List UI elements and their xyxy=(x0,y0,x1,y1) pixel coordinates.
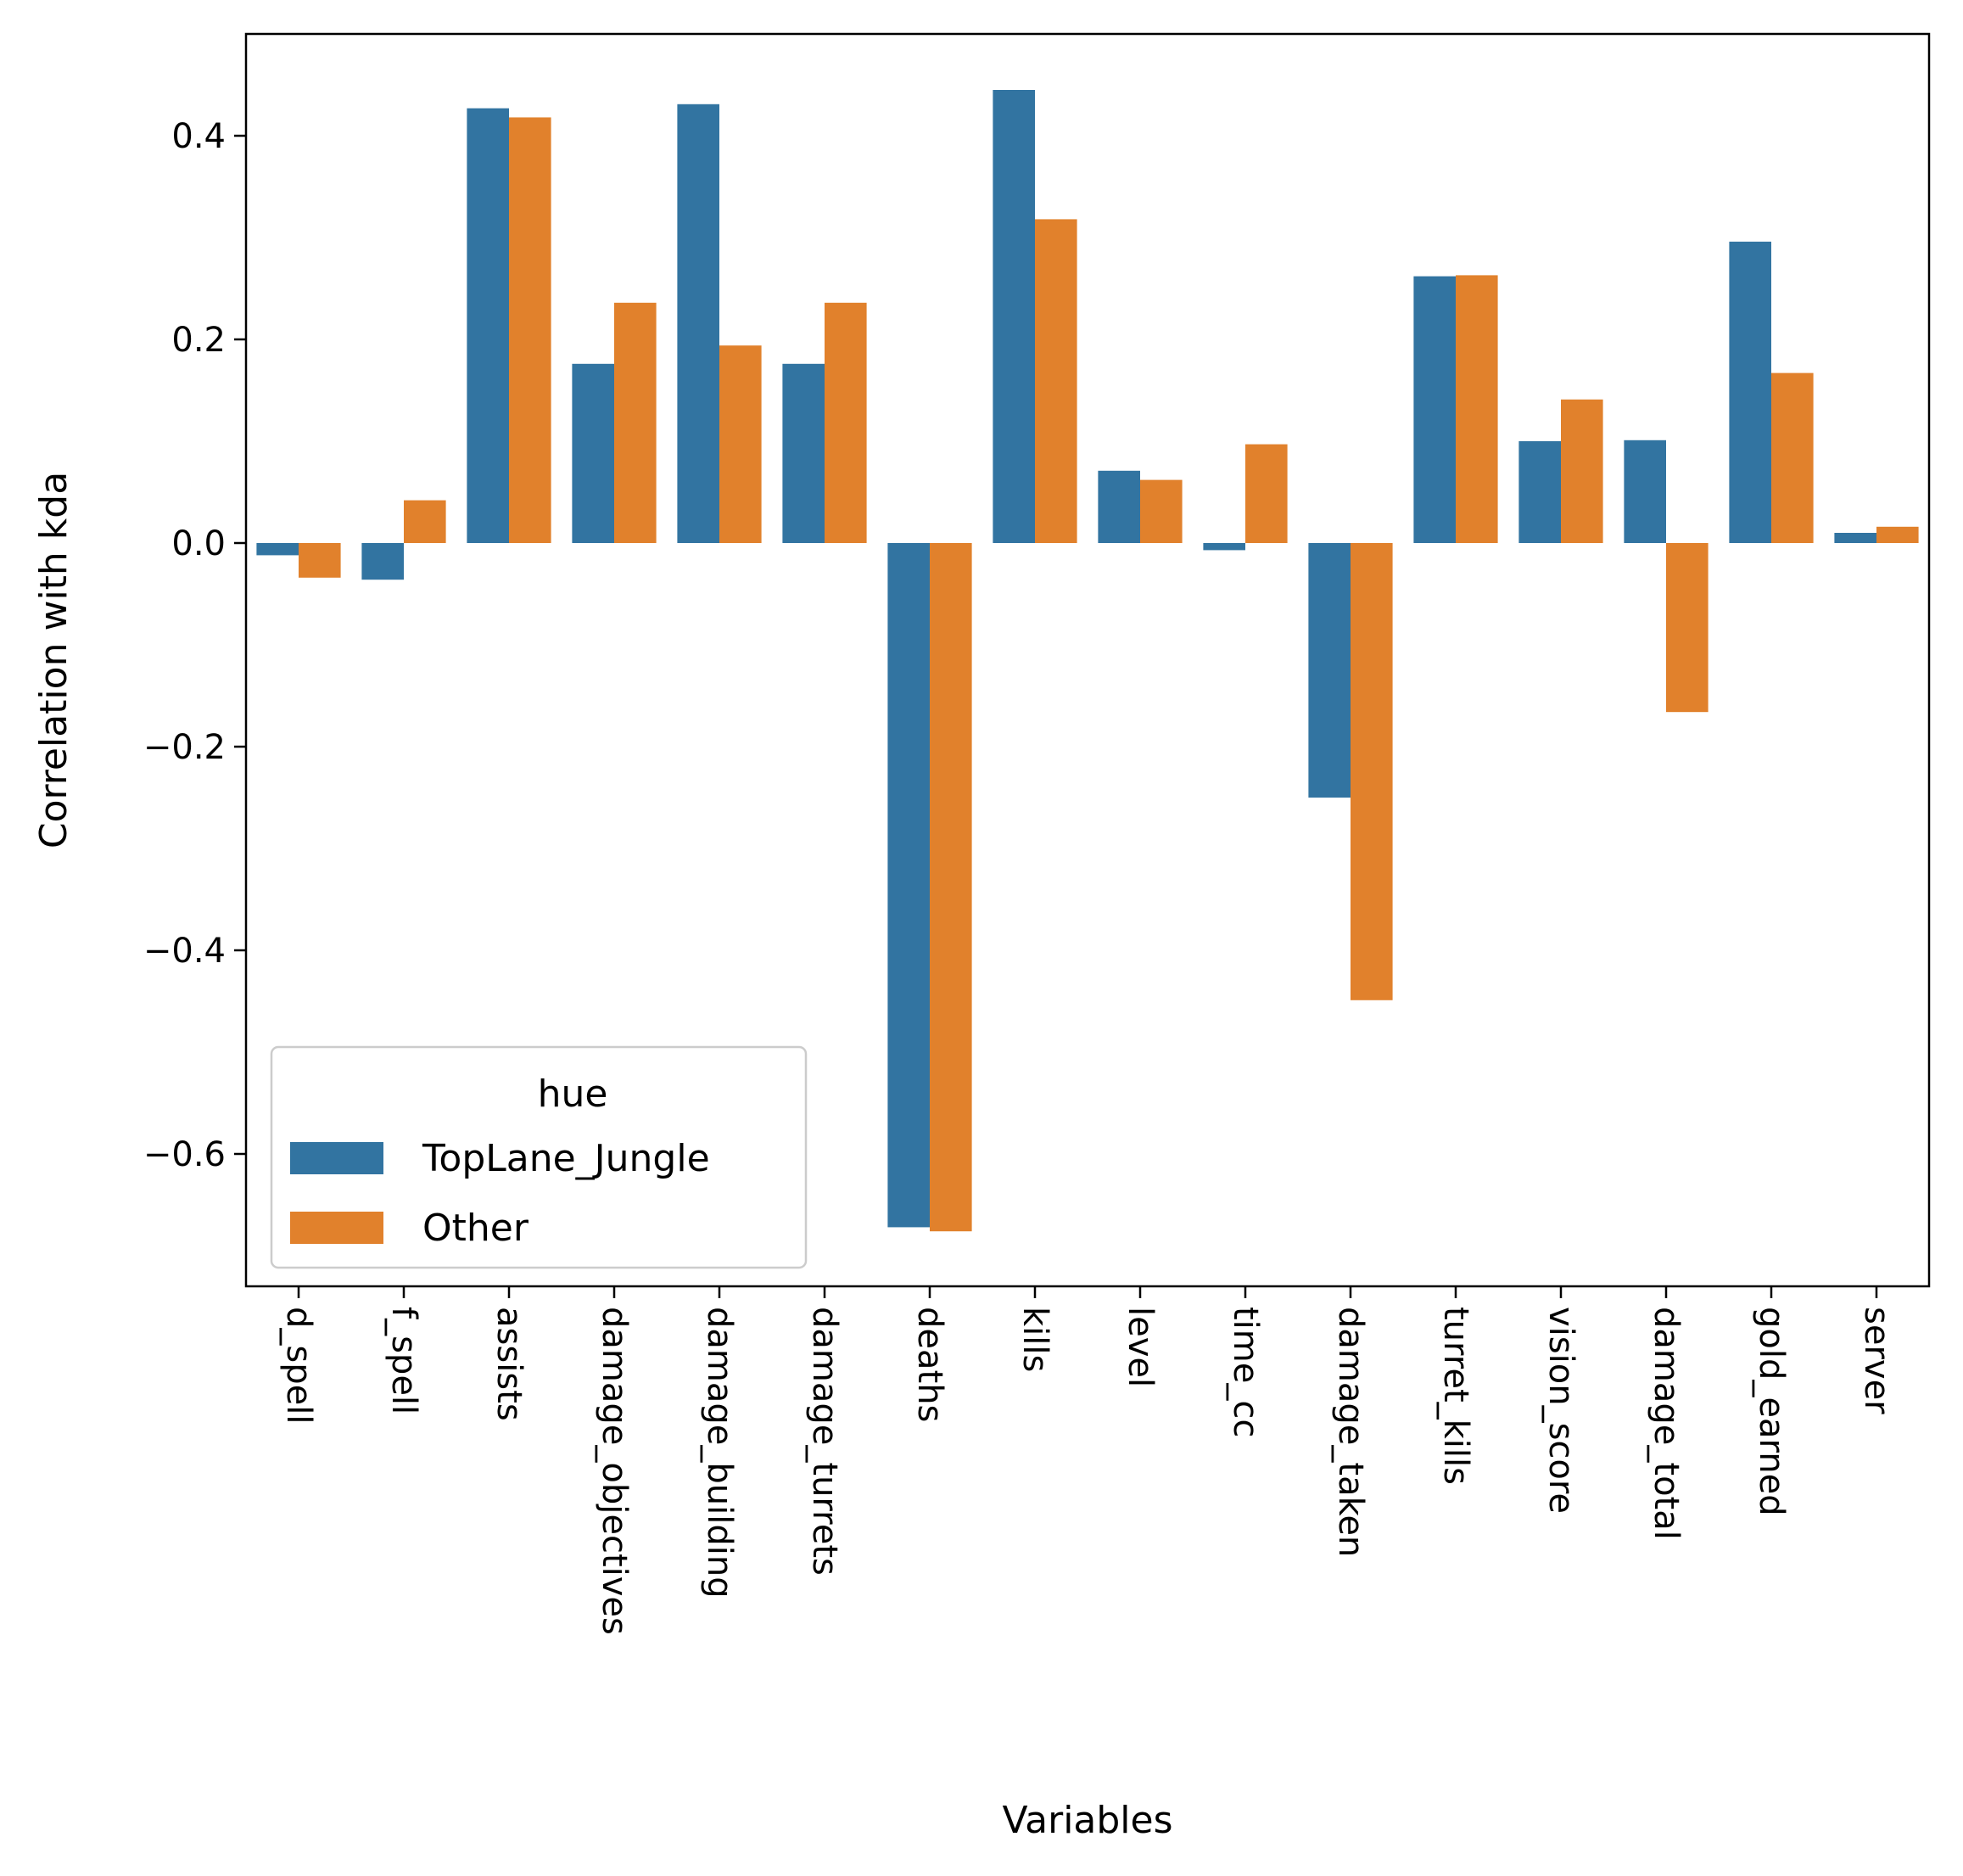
bar-toplane-jungle-damage-taken xyxy=(1308,543,1351,798)
axes-frame xyxy=(244,32,1931,1288)
x-tick-label-damage-building: damage_building xyxy=(700,1307,739,1599)
x-tick-label-deaths: deaths xyxy=(910,1307,949,1422)
bar-other-damage-building xyxy=(719,345,762,543)
bar-toplane-jungle-turret-kills xyxy=(1413,276,1456,543)
x-tick-label-gold-earned: gold_earned xyxy=(1752,1307,1791,1516)
x-tick-label-level: level xyxy=(1121,1307,1160,1387)
bar-toplane-jungle-level xyxy=(1098,470,1140,543)
legend-label-other: Other xyxy=(422,1207,529,1250)
x-tick-label-d-spell: d_spell xyxy=(279,1307,318,1424)
y-tick-label: 0.2 xyxy=(171,321,226,360)
bar-toplane-jungle-time-cc xyxy=(1203,543,1245,551)
bar-other-damage-taken xyxy=(1351,543,1393,1000)
bar-toplane-jungle-damage-building xyxy=(677,104,719,544)
bar-other-level xyxy=(1140,479,1183,543)
bar-toplane-jungle-gold-earned xyxy=(1729,241,1771,543)
bar-toplane-jungle-deaths xyxy=(887,543,930,1228)
legend: hue TopLane_Jungle Other xyxy=(270,1045,808,1269)
x-axis-label: Variables xyxy=(1002,1799,1172,1842)
bar-other-gold-earned xyxy=(1771,372,1814,543)
bar-other-f-spell xyxy=(404,500,446,543)
y-tick-label: 0.4 xyxy=(171,117,226,156)
legend-box xyxy=(270,1045,808,1269)
bar-other-d-spell xyxy=(299,543,341,578)
x-tick-label-damage-turrets: damage_turrets xyxy=(805,1307,844,1576)
x-tick-label-turret-kills: turret_kills xyxy=(1436,1307,1475,1485)
legend-label-toplane-jungle: TopLane_Jungle xyxy=(422,1137,710,1180)
x-tick-label-f-spell: f_spell xyxy=(384,1307,423,1414)
legend-swatch-other xyxy=(290,1212,383,1244)
bar-toplane-jungle-vision-score xyxy=(1518,441,1561,543)
bar-toplane-jungle-kills xyxy=(993,90,1035,543)
bar-toplane-jungle-f-spell xyxy=(361,543,404,580)
bar-toplane-jungle-assists xyxy=(467,108,509,544)
x-tick-label-server: server xyxy=(1857,1307,1896,1414)
y-tick-label: −0.4 xyxy=(143,932,226,971)
bar-other-time-cc xyxy=(1245,444,1288,543)
x-tick-label-assists: assists xyxy=(489,1307,528,1421)
x-tick-label-kills: kills xyxy=(1015,1307,1054,1372)
y-tick-label: −0.2 xyxy=(143,728,226,767)
x-axis: d_spell f_spell assists damage_objectives da… xyxy=(279,1286,1896,1635)
bar-other-damage-turrets xyxy=(825,302,867,543)
y-tick-label: −0.6 xyxy=(143,1135,226,1174)
bar-other-deaths xyxy=(930,543,972,1232)
bar-other-assists xyxy=(509,117,551,543)
bar-toplane-jungle-d-spell xyxy=(256,543,299,556)
y-axis-label: Correlation with kda xyxy=(32,472,76,848)
bar-other-damage-objectives xyxy=(614,302,657,543)
bar-other-kills xyxy=(1035,219,1077,543)
bar-other-vision-score xyxy=(1561,399,1603,543)
legend-swatch-toplane-jungle xyxy=(290,1142,383,1174)
y-axis: −0.6 −0.4 −0.2 0.0 0.2 0.4 xyxy=(143,117,246,1174)
bar-toplane-jungle-damage-turrets xyxy=(782,363,825,543)
bar-toplane-jungle-server xyxy=(1834,533,1876,543)
bar-other-turret-kills xyxy=(1456,275,1498,543)
bar-toplane-jungle-damage-total xyxy=(1624,440,1666,543)
x-tick-label-damage-objectives: damage_objectives xyxy=(595,1307,634,1635)
x-tick-label-damage-taken: damage_taken xyxy=(1331,1307,1370,1557)
x-tick-label-vision-score: vision_score xyxy=(1541,1307,1580,1514)
legend-title: hue xyxy=(538,1072,608,1116)
bar-other-server xyxy=(1876,526,1919,543)
bar-toplane-jungle-damage-objectives xyxy=(572,363,614,543)
bars xyxy=(256,90,1919,1232)
bar-other-damage-total xyxy=(1666,543,1709,713)
y-tick-label: 0.0 xyxy=(171,524,226,563)
x-tick-label-time-cc: time_cc xyxy=(1226,1307,1265,1437)
x-tick-label-damage-total: damage_total xyxy=(1647,1307,1686,1540)
